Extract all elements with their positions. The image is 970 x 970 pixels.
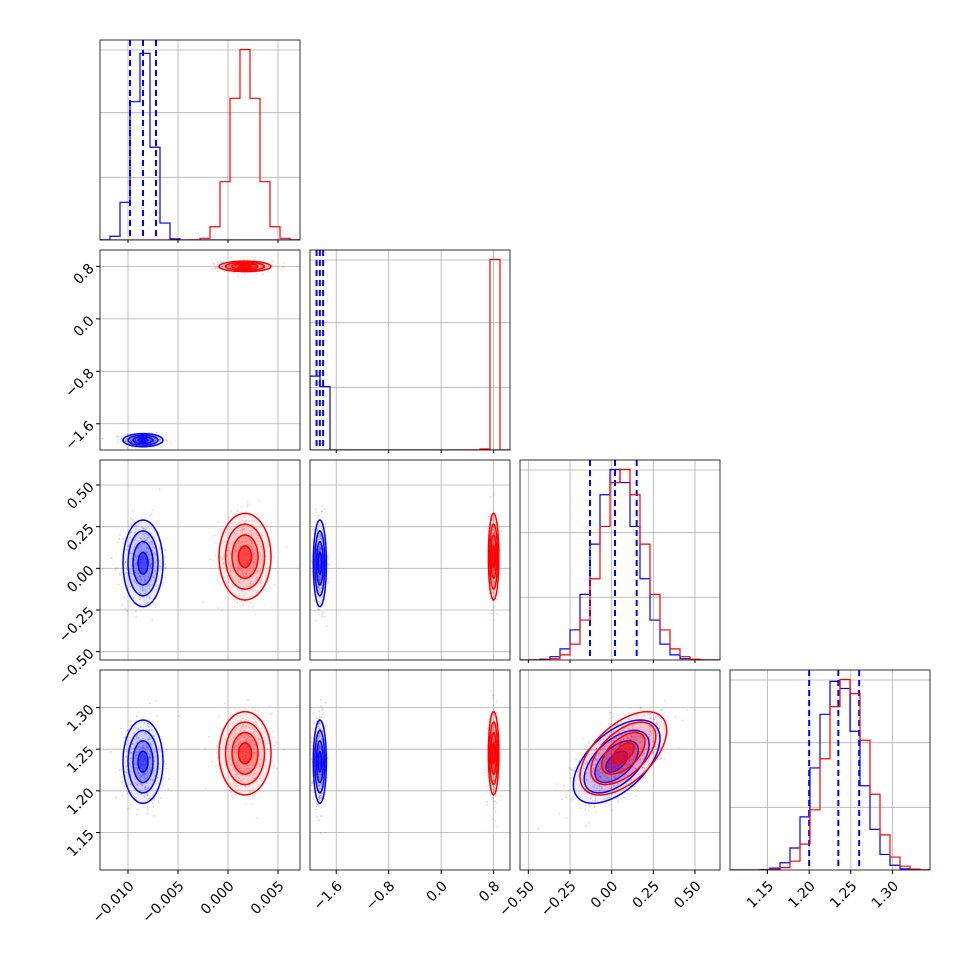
- panel-content: [730, 670, 930, 870]
- y-tick-label: 1.30: [64, 702, 97, 735]
- panel-3-3: [729, 669, 931, 871]
- panel-3-0: [99, 669, 301, 871]
- panel-0-0: [99, 39, 301, 241]
- y-tick-label: −1.6: [62, 418, 97, 453]
- panel-frame: [99, 669, 301, 871]
- panel-frame: [519, 459, 721, 661]
- y-tick-label: 0.00: [64, 563, 97, 596]
- panel-frame: [309, 249, 511, 451]
- y-tick-label: 1.20: [64, 785, 97, 818]
- contour-red: [237, 264, 253, 269]
- contour-blue: [317, 551, 323, 575]
- panel-2-1: [309, 459, 511, 661]
- x-tick-label: 0.00: [588, 878, 621, 911]
- histogram-red: [520, 468, 720, 660]
- contour-red: [491, 545, 496, 569]
- histogram-red: [100, 48, 300, 240]
- contour-blue: [137, 551, 149, 575]
- panel-frame: [99, 39, 301, 241]
- histogram-blue: [100, 52, 300, 240]
- x-tick-label: 1.15: [744, 878, 777, 911]
- x-tick-label: −1.6: [310, 878, 345, 913]
- panel-content: [520, 460, 720, 660]
- contour-red: [237, 742, 253, 765]
- y-tick-label: 1.15: [64, 827, 97, 860]
- y-tick-label: 0.50: [64, 479, 97, 512]
- panel-content: [310, 250, 510, 450]
- panel-content: [310, 460, 510, 660]
- panels: [99, 39, 931, 871]
- histogram-blue: [520, 468, 720, 660]
- panel-content: [100, 460, 300, 660]
- x-tick-label: 1.30: [869, 878, 902, 911]
- y-tick-label: 0.0: [71, 313, 98, 340]
- panel-2-0: [99, 459, 301, 661]
- panel-3-1: [309, 669, 511, 871]
- x-tick-label: −0.005: [140, 878, 188, 926]
- panel-frame: [99, 459, 301, 661]
- panel-frame: [309, 459, 511, 661]
- x-tick-label: 0.005: [248, 878, 288, 918]
- x-tick-label: 0.8: [476, 878, 503, 905]
- panel-frame: [729, 669, 931, 871]
- x-tick-label: 0.000: [198, 878, 238, 918]
- contour-red: [491, 742, 496, 765]
- x-tick-label: −0.8: [363, 878, 398, 913]
- panel-1-0: [99, 249, 301, 451]
- panel-3-2: [519, 669, 721, 871]
- panel-frame: [519, 669, 721, 871]
- panel-content: [310, 670, 510, 870]
- contour-red: [611, 742, 635, 765]
- panel-content: [520, 670, 720, 870]
- panel-content: [100, 670, 300, 870]
- panel-frame: [99, 249, 301, 451]
- y-tick-label: −0.8: [62, 366, 97, 401]
- panel-frame: [309, 669, 511, 871]
- contour-blue: [137, 750, 149, 773]
- panel-content: [100, 250, 300, 450]
- histogram-red: [730, 678, 930, 870]
- x-tick-label: −0.010: [90, 878, 138, 926]
- x-tick-label: 1.20: [785, 878, 818, 911]
- panel-1-1: [309, 249, 511, 451]
- y-tick-label: −0.50: [56, 646, 98, 688]
- contour-red: [237, 545, 253, 569]
- x-tick-label: 0.25: [630, 878, 663, 911]
- panel-content: [100, 40, 300, 240]
- panel-2-2: [519, 459, 721, 661]
- x-tick-label: 0.50: [671, 878, 704, 911]
- histogram-blue: [310, 375, 510, 450]
- y-tick-label: 1.25: [64, 744, 97, 777]
- y-tick-label: 0.8: [71, 261, 98, 288]
- y-tick-label: −0.25: [56, 604, 98, 646]
- x-tick-label: 1.25: [827, 878, 860, 911]
- contour-blue: [137, 437, 149, 443]
- x-tick-label: −0.50: [496, 878, 538, 920]
- contour-blue: [317, 750, 323, 773]
- x-tick-label: −0.25: [538, 878, 580, 920]
- y-tick-label: 0.25: [64, 521, 97, 554]
- ticks: −1.6−0.80.00.8−0.50−0.250.000.250.501.15…: [56, 240, 902, 926]
- histogram-red: [310, 258, 510, 450]
- x-tick-label: 0.0: [424, 878, 451, 905]
